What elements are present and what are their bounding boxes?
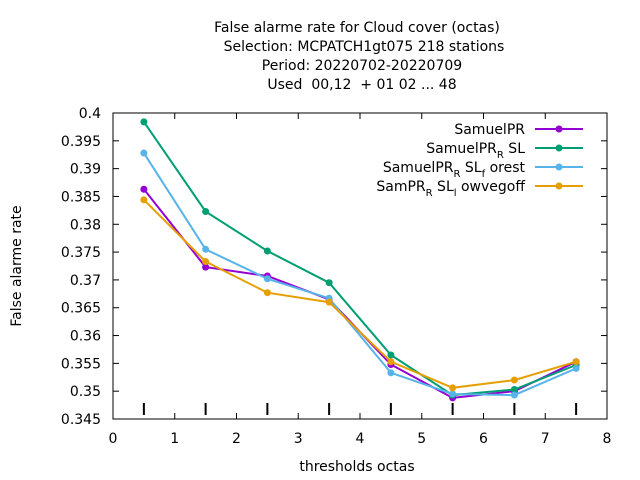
data-point [325,298,333,306]
series-line [143,188,577,399]
title-line-3: Period: 20220702-20220709 [262,58,462,74]
title-line-1: False alarme rate for Cloud cover (octas… [214,20,500,36]
y-tick-label: 0.37 [70,273,101,289]
series-2 [140,149,580,399]
data-point [263,289,271,297]
x-axis: 0 1 2 3 4 5 6 7 8 [109,113,612,447]
y-tick-label: 0.35 [70,384,101,400]
series-0 [140,185,580,402]
y-tick-label: 0.345 [61,412,101,428]
y-tick-label: 0.385 [61,189,101,205]
legend-marker [555,144,563,152]
series-line [143,152,577,397]
data-point [510,386,518,394]
title-line-2: Selection: MCPATCH1gt075 218 stations [224,39,505,55]
legend-marker [555,182,563,190]
x-tick-label: 7 [541,431,550,447]
y-axis: 0.345 0.35 0.355 0.36 0.365 0.37 0.375 0.38 0.38… [61,106,607,428]
data-point [202,258,210,266]
title-line-4: Used 00,12 + 01 02 ... 48 [267,77,456,93]
legend-label: SamuelPR [454,122,525,138]
data-point [572,364,580,372]
x-tick-label: 5 [417,431,426,447]
chart-title: False alarme rate for Cloud cover (octas… [214,20,504,93]
y-tick-label: 0.39 [70,162,101,178]
series-line [143,121,577,397]
data-point [449,390,457,398]
legend-label: SamPRR SLl owvegoff [376,179,525,199]
data-point [202,207,210,215]
x-tick-label: 8 [603,431,612,447]
x-tick-label: 4 [356,431,365,447]
y-tick-label: 0.355 [61,356,101,372]
legend-marker [555,125,563,133]
y-tick-label: 0.375 [61,245,101,261]
data-point [510,376,518,384]
legend-label: SamuelPRR SLf orest [383,160,526,180]
legend-marker [555,163,563,171]
data-point [510,391,518,399]
data-point [572,358,580,366]
x-tick-label: 2 [232,431,241,447]
y-tick-label: 0.4 [79,106,101,122]
threshold-markers [142,403,578,415]
series-3 [140,196,580,392]
y-tick-label: 0.365 [61,301,101,317]
data-point [140,118,148,126]
legend-label: SamuelPRR SL [426,141,525,161]
data-point [263,275,271,283]
data-point [202,263,210,271]
data-point [140,196,148,204]
plot-frame [112,112,608,420]
data-point [202,245,210,253]
x-tick-label: 0 [109,431,118,447]
series-line [143,199,577,389]
data-point [449,384,457,392]
series-layer [140,118,580,402]
data-point [387,369,395,377]
y-tick-label: 0.38 [70,217,101,233]
y-tick-label: 0.36 [70,329,101,345]
data-point [140,185,148,193]
data-point [387,351,395,359]
y-tick-label: 0.395 [61,134,101,150]
data-point [140,149,148,157]
data-point [325,279,333,287]
y-axis-label: False alarme rate [9,205,25,326]
x-tick-label: 3 [294,431,303,447]
x-axis-label: thresholds octas [299,459,414,475]
x-tick-label: 1 [170,431,179,447]
x-tick-label: 6 [479,431,488,447]
data-point [387,358,395,366]
data-point [263,247,271,255]
